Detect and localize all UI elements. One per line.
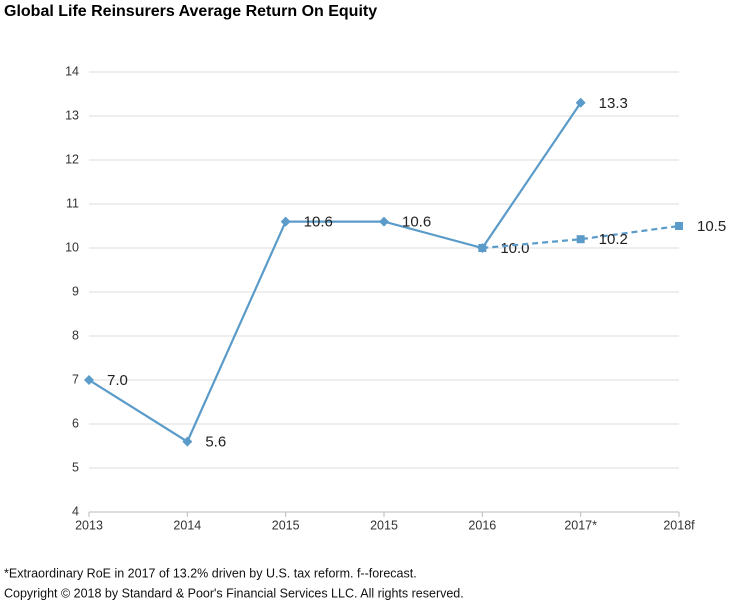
marker <box>182 436 193 447</box>
marker <box>280 216 291 227</box>
x-tick-label: 2017* <box>564 518 597 532</box>
value-label: 10.0 <box>500 240 529 257</box>
y-tick-label: 10 <box>65 240 79 254</box>
y-tick-label: 5 <box>72 460 79 474</box>
y-tick-label: 8 <box>72 328 79 342</box>
marker <box>575 97 586 108</box>
x-tick-label: 2013 <box>75 518 103 532</box>
value-label: 10.5 <box>697 218 726 235</box>
value-label: 7.0 <box>107 372 128 389</box>
y-tick-label: 7 <box>72 372 79 386</box>
y-tick-label: 6 <box>72 416 79 430</box>
y-tick-label: 12 <box>65 152 79 166</box>
value-label: 10.6 <box>402 214 431 231</box>
marker <box>84 375 94 385</box>
x-tick-label: 2014 <box>173 518 201 532</box>
x-tick-label: 2018f <box>663 518 695 532</box>
chart-title: Global Life Reinsurers Average Return On… <box>4 3 377 20</box>
series-line <box>482 224 680 250</box>
y-tick-label: 13 <box>65 108 79 122</box>
marker <box>675 222 683 230</box>
marker <box>576 235 585 244</box>
footnote: *Extraordinary RoE in 2017 of 13.2% driv… <box>4 566 417 580</box>
x-tick-label: 2015 <box>272 518 300 532</box>
series-line <box>88 102 582 444</box>
value-label: 13.3 <box>599 95 628 112</box>
value-label: 10.6 <box>304 214 333 231</box>
copyright: Copyright © 2018 by Standard & Poor's Fi… <box>4 586 464 600</box>
y-tick-label: 4 <box>72 504 79 518</box>
marker <box>379 216 389 227</box>
x-tick-label: 2016 <box>468 518 496 532</box>
y-tick-label: 14 <box>65 64 79 78</box>
y-tick-label: 9 <box>72 284 79 298</box>
x-tick-label: 2015 <box>370 518 398 532</box>
y-tick-label: 11 <box>66 196 79 210</box>
marker <box>478 244 487 252</box>
value-label: 10.2 <box>599 231 628 248</box>
value-label: 5.6 <box>205 434 226 451</box>
